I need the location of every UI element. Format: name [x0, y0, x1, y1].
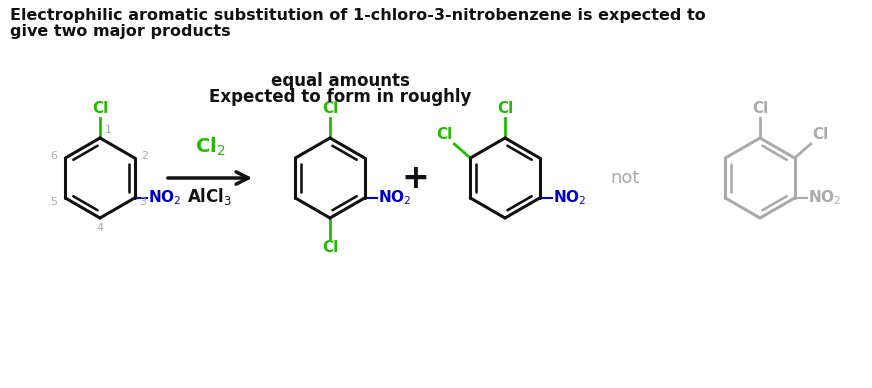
Text: equal amounts: equal amounts — [270, 72, 410, 90]
Text: Cl: Cl — [752, 101, 768, 116]
Text: not: not — [610, 169, 640, 187]
Text: NO$_2$: NO$_2$ — [378, 189, 412, 207]
Text: Cl: Cl — [322, 101, 338, 116]
Text: 4: 4 — [97, 223, 104, 233]
Text: give two major products: give two major products — [10, 24, 230, 39]
Text: AlCl$_3$: AlCl$_3$ — [187, 186, 233, 207]
Text: NO$_2$: NO$_2$ — [553, 189, 586, 207]
Text: 5: 5 — [50, 197, 57, 207]
Text: Cl: Cl — [322, 240, 338, 255]
Text: 2: 2 — [141, 151, 148, 161]
Text: 6: 6 — [50, 151, 57, 161]
Text: Cl: Cl — [92, 101, 108, 116]
Text: 3: 3 — [140, 197, 146, 207]
Text: +: + — [401, 161, 429, 194]
Text: Expected to form in roughly: Expected to form in roughly — [208, 88, 471, 106]
Text: Cl: Cl — [813, 127, 829, 142]
Text: Cl: Cl — [436, 127, 453, 142]
Text: 1: 1 — [105, 125, 112, 135]
Text: Electrophilic aromatic substitution of 1-chloro-3-nitrobenzene is expected to: Electrophilic aromatic substitution of 1… — [10, 8, 705, 23]
Text: NO$_2$: NO$_2$ — [147, 189, 181, 207]
Text: NO$_2$: NO$_2$ — [807, 189, 841, 207]
Text: Cl$_2$: Cl$_2$ — [194, 136, 225, 158]
Text: Cl: Cl — [497, 101, 513, 116]
